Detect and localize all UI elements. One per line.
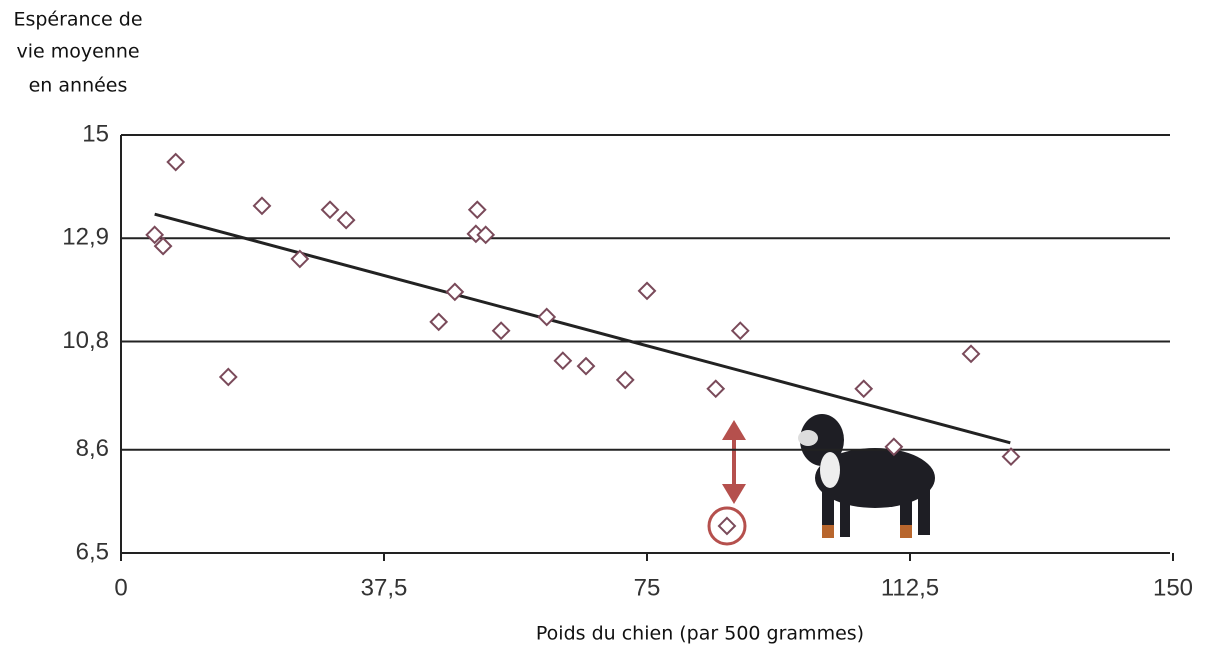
point: [493, 323, 509, 339]
point: [338, 212, 354, 228]
point: [168, 154, 184, 170]
point: [617, 372, 633, 388]
point: [539, 309, 555, 325]
point: [856, 381, 872, 397]
point: [555, 353, 571, 369]
y-axis-title: vie moyenne: [16, 41, 139, 63]
point: [732, 323, 748, 339]
point: [719, 518, 735, 534]
point: [447, 284, 463, 300]
x-tick-label: 112,5: [881, 574, 939, 601]
point: [578, 358, 594, 374]
y-tick-label: 12,9: [62, 224, 109, 251]
y-tick-label: 15: [82, 120, 109, 147]
x-tick-label: 150: [1153, 574, 1193, 601]
page: Espérance de vie moyenne en années Poids…: [0, 0, 1205, 648]
point: [1003, 449, 1019, 465]
y-tick-label: 6,5: [76, 538, 109, 565]
point: [220, 369, 236, 385]
x-tick-label: 75: [634, 574, 661, 601]
y-axis-title: en années: [29, 75, 128, 97]
y-tick-label: 10,8: [62, 327, 109, 354]
point: [431, 314, 447, 330]
chart: Espérance de vie moyenne en années Poids…: [0, 0, 1205, 648]
point: [322, 202, 338, 218]
point: [708, 381, 724, 397]
point: [963, 346, 979, 362]
x-axis-title: Poids du chien (par 500 grammes): [536, 623, 864, 645]
x-tick-label: 0: [114, 574, 127, 601]
point: [639, 283, 655, 299]
trend-line: [155, 214, 1011, 443]
y-axis-title: Espérance de: [13, 9, 142, 31]
point: [254, 198, 270, 214]
point: [469, 202, 485, 218]
dog-illustration: [798, 414, 935, 538]
x-tick-label: 37,5: [361, 574, 408, 601]
y-tick-label: 8,6: [76, 435, 109, 462]
